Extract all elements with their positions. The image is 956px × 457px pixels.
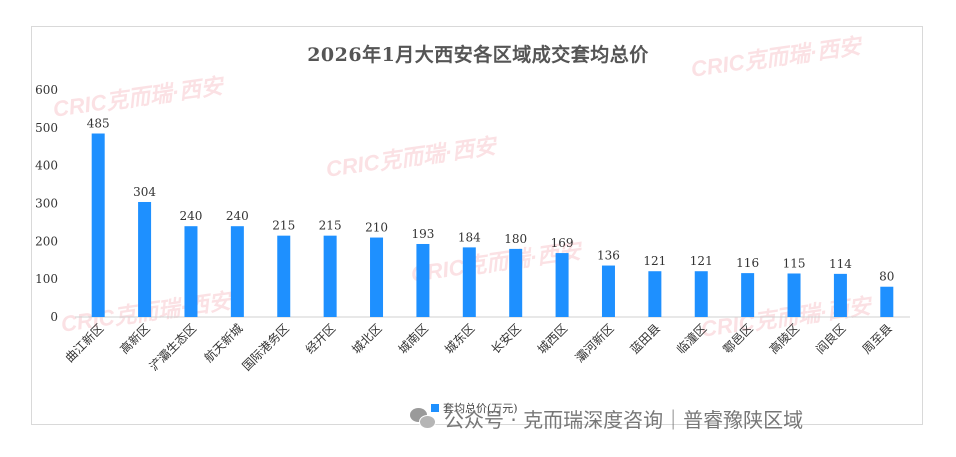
bar [323,235,337,317]
y-tick-label: 0 [50,310,58,324]
x-tick-label: 航天新城 [201,321,246,366]
data-label: 240 [180,209,203,223]
data-label: 169 [551,236,574,250]
data-label: 485 [87,117,110,131]
bar [184,226,198,317]
bar [462,247,476,317]
legend-swatch [431,404,439,412]
x-tick-label: 曲江新区 [62,321,107,366]
bar [601,265,615,317]
x-tick-label: 鄠邑区 [720,321,755,356]
y-tick-label: 100 [35,272,58,286]
x-tick-label: 经开区 [303,321,338,356]
y-tick-label: 400 [35,159,58,173]
data-label: 180 [504,232,527,246]
data-label: 136 [597,249,620,263]
x-tick-label: 临潼区 [673,321,709,357]
data-label: 121 [643,254,666,268]
data-label: 115 [783,256,806,270]
x-tick-label: 城南区 [395,321,431,357]
bar [138,201,152,317]
x-tick-label: 长安区 [488,321,524,357]
x-tick-label: 城东区 [442,321,477,356]
bar [555,253,569,317]
data-label: 80 [879,270,894,284]
footer-note: 公众号 · 克而瑞深度咨询｜普睿豫陕区域 [410,404,803,433]
data-label: 304 [133,185,156,199]
x-tick-label: 蓝田县 [628,321,663,356]
bar [91,133,105,317]
bar [694,271,708,317]
bar [230,226,244,317]
legend: 套均总价(万元) [431,400,518,416]
x-tick-label: 灞河新区 [572,321,617,366]
y-tick-label: 500 [35,121,58,135]
footer-text: 公众号 · 克而瑞深度咨询｜普睿豫陕区域 [444,408,804,432]
y-tick-label: 200 [35,234,58,248]
bar [833,273,847,317]
x-tick-label: 高新区 [117,321,153,357]
data-label: 116 [736,256,759,270]
chart-frame [31,26,923,425]
x-tick-label: 国际港务区 [239,321,292,374]
bar [880,286,894,317]
data-label: 215 [319,219,342,233]
legend-label: 套均总价(万元) [443,402,518,415]
y-tick-label: 300 [35,197,58,211]
x-tick-label: 高陵区 [766,321,802,357]
chart-title: 2026年1月大西安各区域成交套均总价 [307,44,649,66]
x-tick-label: 城西区 [535,321,570,356]
y-tick-label: 600 [35,83,58,97]
bar [509,248,523,317]
bar [416,243,430,317]
x-tick-label: 阎良区 [812,321,848,357]
data-label: 210 [365,221,388,235]
x-tick-label: 浐灞生态区 [147,321,199,373]
x-tick-label: 城北区 [349,321,384,356]
data-label: 240 [226,209,249,223]
wechat-icon [410,407,436,430]
data-label: 121 [690,254,713,268]
bar [741,273,755,317]
data-label: 114 [829,257,852,271]
bar [787,273,801,317]
bar [648,271,662,317]
bar [370,237,384,317]
data-label: 193 [411,227,434,241]
data-label: 215 [272,219,295,233]
bar [277,235,291,317]
data-label: 184 [458,230,481,244]
x-tick-label: 周至县 [860,321,895,356]
